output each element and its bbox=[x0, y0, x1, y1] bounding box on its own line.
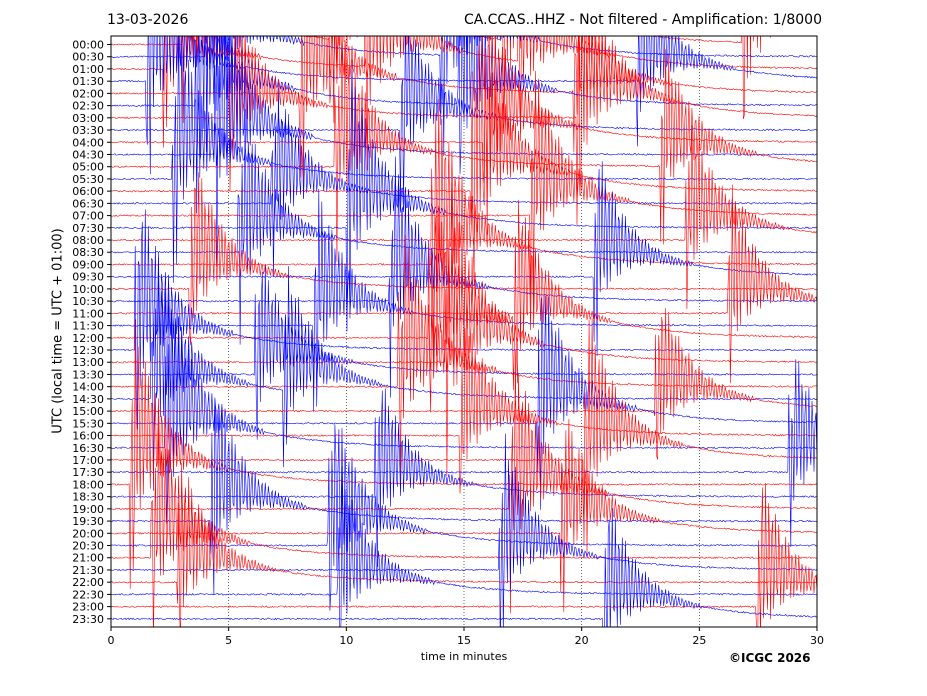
chart-title: CA.CCAS..HHZ - Not filtered - Amplificat… bbox=[464, 12, 822, 28]
y-tick-label: 10:00 bbox=[72, 283, 104, 296]
y-tick-label: 09:30 bbox=[72, 271, 104, 284]
x-tick-label: 0 bbox=[108, 634, 115, 647]
y-tick-label: 16:00 bbox=[72, 430, 104, 443]
y-tick-label: 00:30 bbox=[72, 51, 104, 64]
y-tick-label: 23:30 bbox=[72, 613, 104, 626]
y-tick-label: 20:30 bbox=[72, 540, 104, 553]
trace-line bbox=[111, 156, 817, 398]
y-tick-label: 21:30 bbox=[72, 564, 104, 577]
trace-line bbox=[111, 308, 817, 460]
y-tick-label: 17:00 bbox=[72, 454, 104, 467]
y-tick-label: 21:00 bbox=[72, 552, 104, 565]
trace-line bbox=[111, 483, 817, 627]
y-tick-label: 02:30 bbox=[72, 100, 104, 113]
y-tick-label: 04:30 bbox=[72, 148, 104, 161]
trace-line bbox=[111, 418, 817, 613]
y-tick-label: 15:00 bbox=[72, 405, 104, 418]
trace-line bbox=[111, 36, 817, 262]
trace-line bbox=[111, 349, 817, 614]
x-axis-label: time in minutes bbox=[420, 650, 508, 663]
y-tick-label: 10:30 bbox=[72, 295, 104, 308]
trace-line bbox=[111, 36, 817, 214]
trace-line bbox=[111, 234, 817, 489]
trace-line bbox=[111, 308, 817, 524]
y-tick-label: 19:30 bbox=[72, 515, 104, 528]
trace-line bbox=[111, 64, 817, 332]
y-tick-label: 03:00 bbox=[72, 112, 104, 125]
y-tick-label: 04:00 bbox=[72, 136, 104, 149]
trace-area bbox=[111, 36, 817, 627]
y-tick-label: 22:30 bbox=[72, 588, 104, 601]
trace-line bbox=[111, 181, 817, 476]
x-tick-label: 10 bbox=[339, 634, 353, 647]
trace-line bbox=[111, 319, 817, 589]
y-tick-label: 02:00 bbox=[72, 87, 104, 100]
y-tick-label: 03:30 bbox=[72, 124, 104, 137]
y-tick-label: 01:30 bbox=[72, 75, 104, 88]
y-tick-label: 11:30 bbox=[72, 320, 104, 333]
y-tick-label: 19:00 bbox=[72, 503, 104, 516]
trace-line bbox=[111, 424, 817, 611]
trace-line bbox=[111, 87, 817, 278]
y-tick-label: 20:00 bbox=[72, 527, 104, 540]
trace-line bbox=[111, 257, 817, 491]
y-tick-label: 22:00 bbox=[72, 576, 104, 589]
trace-line bbox=[111, 161, 817, 357]
y-tick-label: 07:00 bbox=[72, 210, 104, 223]
trace-line bbox=[111, 465, 817, 627]
x-tick-label: 25 bbox=[692, 634, 706, 647]
trace-line bbox=[111, 70, 817, 309]
y-tick-label: 00:00 bbox=[72, 39, 104, 52]
y-tick-label: 23:00 bbox=[72, 601, 104, 614]
trace-line bbox=[111, 463, 817, 627]
y-tick-label: 18:30 bbox=[72, 491, 104, 504]
y-tick-label: 01:00 bbox=[72, 63, 104, 76]
y-tick-label: 14:00 bbox=[72, 381, 104, 394]
trace-line bbox=[111, 99, 817, 376]
y-tick-label: 13:00 bbox=[72, 356, 104, 369]
y-tick-label: 15:30 bbox=[72, 417, 104, 430]
y-tick-label: 18:00 bbox=[72, 478, 104, 491]
y-tick-label: 08:00 bbox=[72, 234, 104, 247]
x-tick-label: 30 bbox=[810, 634, 824, 647]
y-tick-label: 05:30 bbox=[72, 173, 104, 186]
y-tick-label: 17:30 bbox=[72, 466, 104, 479]
trace-line bbox=[111, 388, 817, 567]
y-tick-label: 06:00 bbox=[72, 185, 104, 198]
y-tick-label: 05:00 bbox=[72, 161, 104, 174]
trace-line bbox=[111, 359, 817, 547]
copyright-notice: ©ICGC 2026 bbox=[729, 651, 811, 665]
y-tick-label: 16:30 bbox=[72, 442, 104, 455]
trace-line bbox=[111, 36, 771, 124]
y-tick-label: 08:30 bbox=[72, 246, 104, 259]
record-date: 13-03-2026 bbox=[107, 12, 189, 28]
y-tick-label: 13:30 bbox=[72, 368, 104, 381]
trace-line bbox=[111, 508, 817, 627]
trace-line bbox=[111, 397, 817, 595]
trace-line bbox=[111, 36, 817, 226]
trace-line bbox=[111, 433, 817, 627]
y-tick-label: 11:00 bbox=[72, 307, 104, 320]
trace-line bbox=[111, 36, 817, 235]
y-tick-label: 06:30 bbox=[72, 197, 104, 210]
y-tick-label: 12:30 bbox=[72, 344, 104, 357]
x-tick-label: 20 bbox=[575, 634, 589, 647]
x-tick-label: 15 bbox=[457, 634, 471, 647]
y-tick-label: 14:30 bbox=[72, 393, 104, 406]
trace-line bbox=[111, 327, 817, 494]
x-tick-label: 5 bbox=[225, 634, 232, 647]
trace-line bbox=[111, 415, 817, 627]
y-tick-label: 07:30 bbox=[72, 222, 104, 235]
trace-line bbox=[111, 199, 817, 413]
y-tick-label: 12:00 bbox=[72, 332, 104, 345]
y-tick-label: 09:00 bbox=[72, 258, 104, 271]
trace-line bbox=[111, 318, 817, 556]
trace-line bbox=[111, 172, 817, 346]
